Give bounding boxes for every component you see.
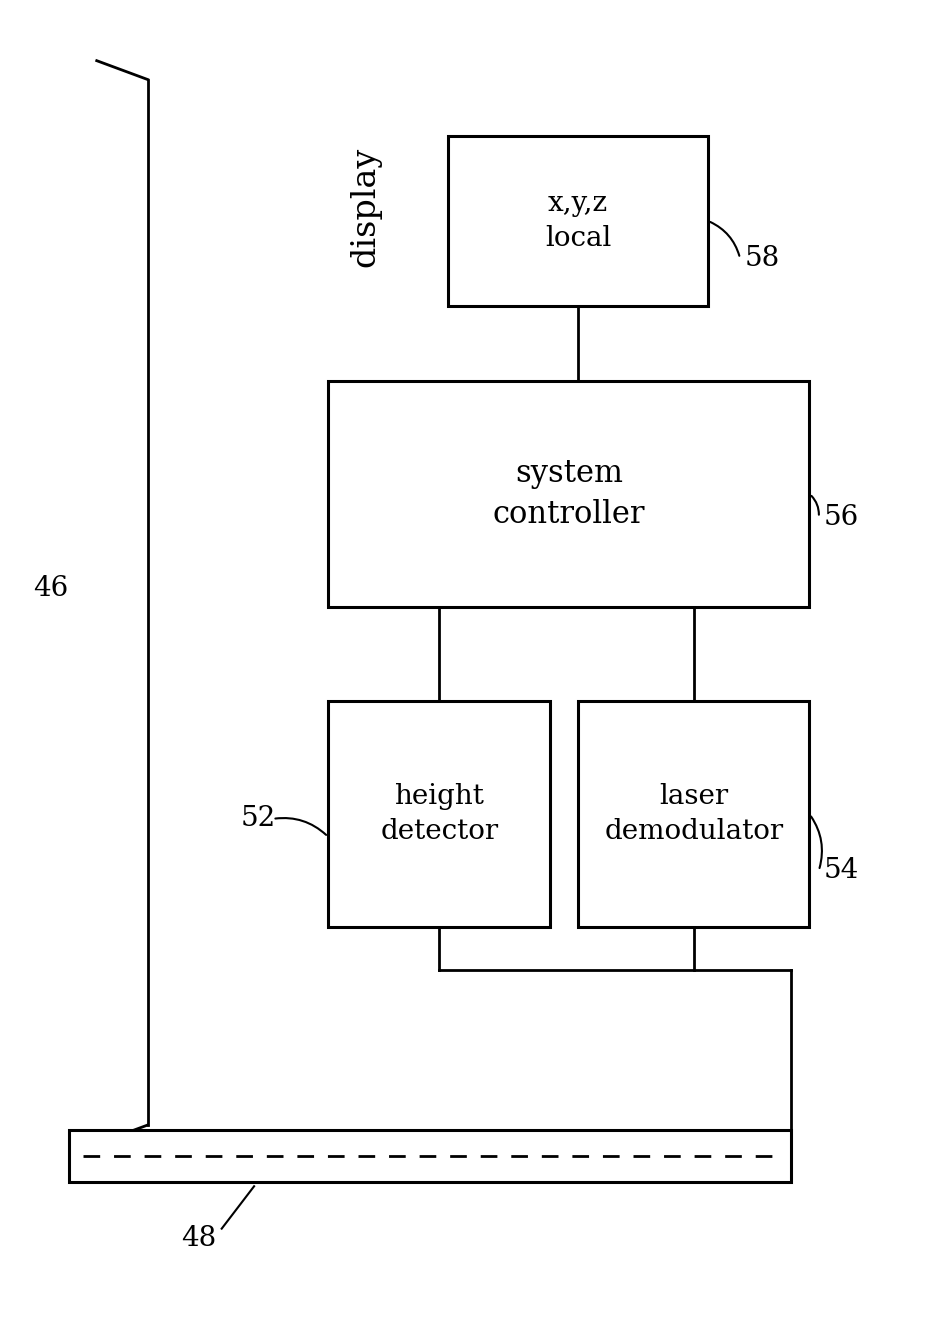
Bar [578,701,810,928]
Bar [328,381,810,606]
Bar [69,1129,791,1181]
Text: 46: 46 [33,575,68,601]
Text: display: display [349,146,381,267]
Text: 58: 58 [744,245,780,272]
Text: height
detector: height detector [380,783,499,845]
Text: 56: 56 [824,504,858,531]
Text: 48: 48 [181,1225,216,1251]
Bar [448,137,708,305]
Text: system
controller: system controller [492,458,645,529]
Text: 52: 52 [240,805,276,832]
Text: 54: 54 [824,857,858,884]
Bar [328,701,550,928]
Text: x,y,z
local: x,y,z local [545,190,611,252]
Text: laser
demodulator: laser demodulator [604,783,784,845]
